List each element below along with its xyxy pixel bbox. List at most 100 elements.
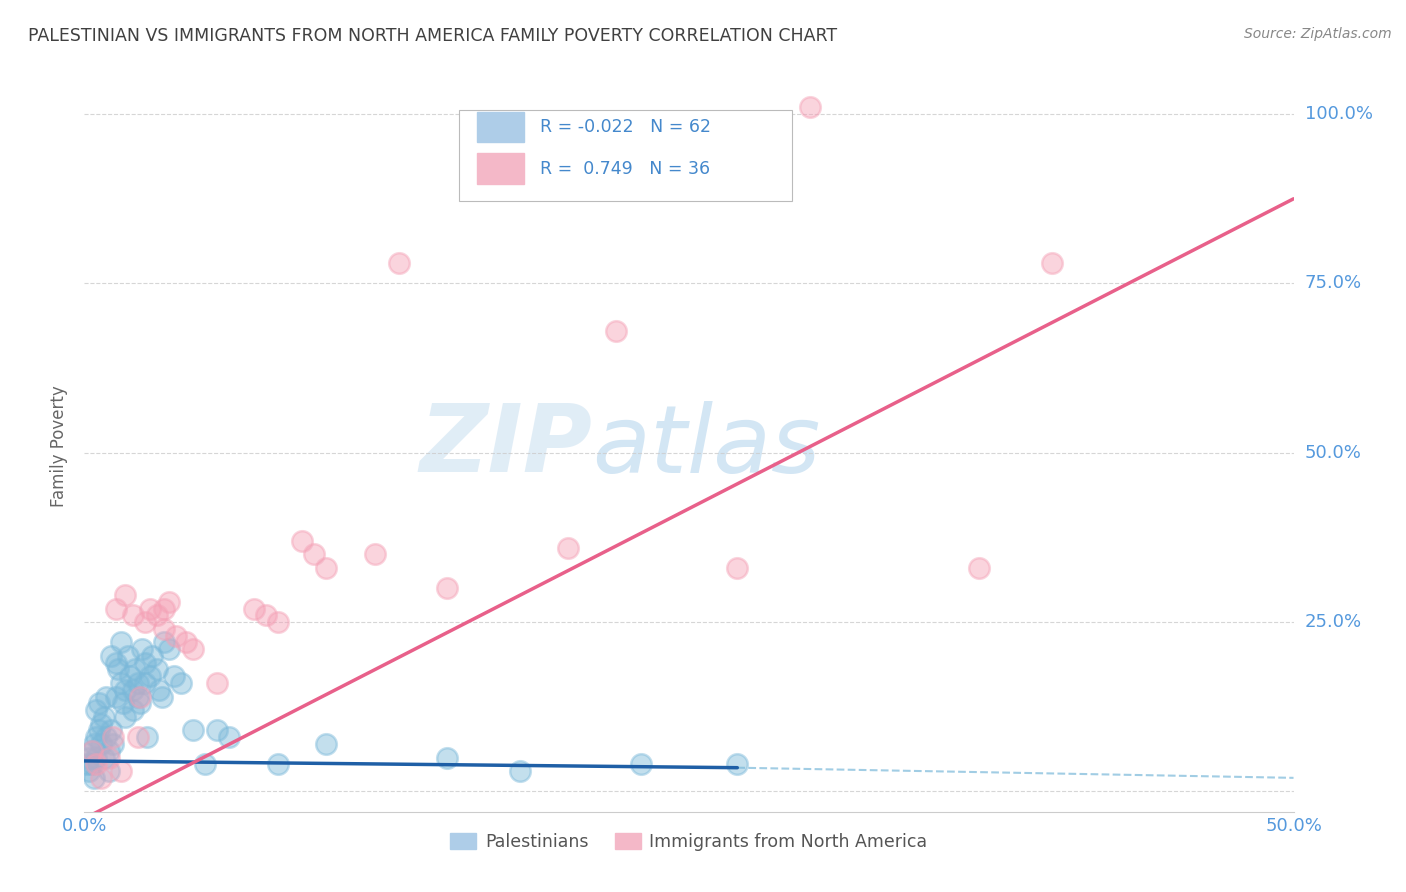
Point [436, 750, 458, 764]
Point [103, 730, 125, 744]
Point [267, 615, 290, 629]
Point [112, 697, 135, 711]
Point [605, 324, 627, 338]
Point [388, 256, 411, 270]
Point [121, 682, 143, 697]
Point [110, 676, 132, 690]
Point [163, 669, 186, 683]
Point [129, 697, 152, 711]
Point [114, 710, 136, 724]
Point [117, 648, 139, 663]
FancyBboxPatch shape [460, 110, 792, 201]
Point [725, 757, 748, 772]
Point [104, 690, 127, 704]
Point [157, 642, 180, 657]
Point [114, 588, 136, 602]
Point [110, 635, 132, 649]
Point [86, 750, 108, 764]
Point [94, 730, 117, 744]
Point [153, 622, 176, 636]
Text: 100.0%: 100.0% [1305, 105, 1372, 123]
Point [146, 663, 169, 677]
Point [86, 703, 108, 717]
Point [134, 676, 156, 690]
Point [80, 757, 103, 772]
Point [725, 561, 748, 575]
Point [170, 676, 193, 690]
Point [138, 669, 160, 683]
Point [86, 757, 108, 772]
Point [436, 581, 458, 595]
FancyBboxPatch shape [478, 153, 524, 184]
Point [97, 744, 120, 758]
Point [267, 757, 290, 772]
Point [124, 663, 146, 677]
Text: R = -0.022   N = 62: R = -0.022 N = 62 [540, 118, 711, 136]
Point [87, 723, 110, 738]
Point [87, 697, 110, 711]
Point [207, 723, 229, 738]
Point [138, 601, 160, 615]
Point [77, 764, 100, 778]
Point [76, 757, 98, 772]
Point [97, 764, 120, 778]
Text: ZIP: ZIP [419, 400, 592, 492]
Point [129, 690, 152, 704]
Point [174, 635, 197, 649]
Point [136, 730, 159, 744]
Point [134, 615, 156, 629]
Point [120, 669, 142, 683]
Text: 25.0%: 25.0% [1305, 613, 1362, 631]
Point [90, 771, 112, 785]
Point [90, 737, 112, 751]
Point [100, 648, 122, 663]
Point [242, 601, 264, 615]
Point [94, 690, 117, 704]
Point [80, 744, 103, 758]
Text: Source: ZipAtlas.com: Source: ZipAtlas.com [1244, 27, 1392, 41]
Point [93, 710, 115, 724]
Point [181, 723, 204, 738]
Point [100, 723, 122, 738]
Text: 75.0%: 75.0% [1305, 275, 1362, 293]
Text: R =  0.749   N = 36: R = 0.749 N = 36 [540, 160, 710, 178]
Point [77, 750, 100, 764]
Point [93, 750, 115, 764]
Point [134, 656, 156, 670]
Point [194, 757, 217, 772]
Point [315, 561, 337, 575]
Point [127, 676, 149, 690]
Point [218, 730, 240, 744]
Text: PALESTINIAN VS IMMIGRANTS FROM NORTH AMERICA FAMILY POVERTY CORRELATION CHART: PALESTINIAN VS IMMIGRANTS FROM NORTH AME… [28, 27, 837, 45]
Point [110, 764, 132, 778]
Point [83, 737, 105, 751]
Point [104, 656, 127, 670]
Point [107, 663, 129, 677]
Point [254, 608, 277, 623]
Point [302, 547, 325, 561]
Point [181, 642, 204, 657]
Point [153, 635, 176, 649]
Point [630, 757, 652, 772]
Point [509, 764, 531, 778]
Point [104, 601, 127, 615]
Point [165, 629, 187, 643]
Point [121, 703, 143, 717]
Point [103, 737, 125, 751]
Point [557, 541, 579, 555]
Point [363, 547, 385, 561]
Point [146, 608, 169, 623]
Point [1040, 256, 1063, 270]
Point [114, 682, 136, 697]
Text: 50.0%: 50.0% [1305, 444, 1361, 462]
Point [83, 771, 105, 785]
Point [97, 750, 120, 764]
Point [131, 642, 153, 657]
Point [90, 716, 112, 731]
Point [157, 595, 180, 609]
Point [315, 737, 337, 751]
Point [150, 690, 173, 704]
Point [153, 601, 176, 615]
Point [127, 730, 149, 744]
Point [86, 730, 108, 744]
